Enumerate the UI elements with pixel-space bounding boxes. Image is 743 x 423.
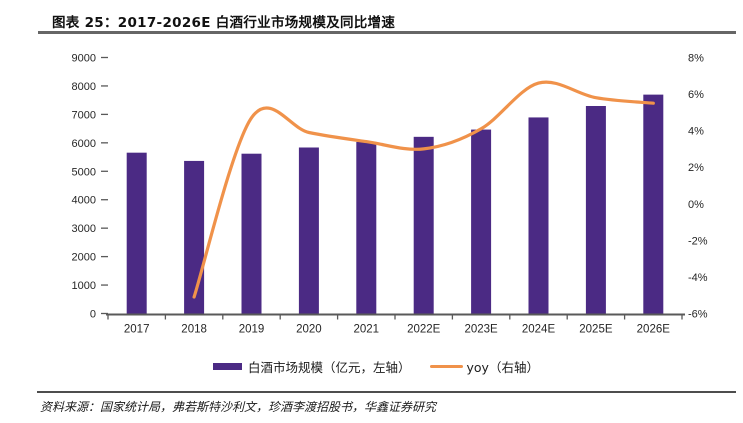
x-axis-label-2022E: 2022E — [407, 324, 441, 336]
source-note: 资料来源：国家统计局，弗若斯特沙利文，珍酒李渡招股书，华鑫证券研究 — [40, 400, 437, 414]
x-axis-label-2025E: 2025E — [579, 324, 613, 336]
line-series-swatch — [429, 365, 463, 368]
right-axis-tick-label: 4% — [688, 126, 704, 138]
chart-title: 图表 25：2017-2026E 白酒行业市场规模及同比增速 — [52, 15, 396, 31]
x-axis-label-2024E: 2024E — [522, 324, 556, 336]
x-axis-label-2023E: 2023E — [464, 324, 498, 336]
left-axis-tick-label: 5000 — [72, 166, 96, 178]
left-axis-tick-label: 2000 — [72, 252, 96, 264]
bar-2017 — [126, 152, 147, 314]
left-axis-tick-label: 9000 — [72, 53, 96, 65]
legend-label-market-size: 白酒市场规模（亿元，左轴） — [248, 360, 411, 375]
bar-2020 — [298, 147, 319, 314]
bar-2025E — [585, 105, 606, 314]
left-axis-tick-label: 4000 — [72, 195, 96, 207]
right-axis-tick-label: 2% — [688, 162, 704, 174]
legend-label-yoy: yoy（右轴） — [466, 360, 539, 375]
legend-item-market-size: 白酒市场规模（亿元，左轴） — [213, 357, 411, 376]
right-axis-tick-label: -4% — [688, 272, 708, 284]
x-axis-label-2018: 2018 — [181, 324, 207, 336]
bar-2024E — [528, 117, 549, 314]
left-axis-tick-label: 8000 — [72, 81, 96, 93]
left-axis-tick-label: 6000 — [72, 138, 96, 150]
left-axis-tick-label: 3000 — [72, 223, 96, 235]
bar-2022E — [413, 136, 434, 314]
chart-legend: 白酒市场规模（亿元，左轴） yoy（右轴） — [213, 357, 539, 376]
bar-2018 — [184, 160, 205, 314]
right-axis-tick-label: 8% — [688, 53, 704, 65]
left-axis-tick-label: 1000 — [72, 280, 96, 292]
footer-divider — [37, 391, 736, 393]
bar-2019 — [241, 153, 262, 314]
right-axis-tick-label: 0% — [688, 199, 704, 211]
bar-2026E — [643, 94, 664, 314]
right-axis-tick-label: -2% — [688, 235, 708, 247]
bar-series-swatch — [213, 363, 242, 370]
right-axis-tick-label: -6% — [688, 309, 708, 321]
yoy-line — [192, 80, 655, 299]
x-axis-label-2017: 2017 — [124, 324, 150, 336]
right-axis-tick-label: 6% — [688, 89, 704, 101]
title-divider — [38, 31, 736, 34]
left-axis-tick-label: 7000 — [72, 109, 96, 121]
x-axis-label-2021: 2021 — [354, 324, 380, 336]
bar-2021 — [356, 141, 377, 314]
bar-2023E — [471, 129, 492, 314]
x-axis-label-2026E: 2026E — [637, 324, 671, 336]
legend-item-yoy: yoy（右轴） — [429, 357, 539, 376]
left-axis-tick-label: 0 — [90, 309, 96, 321]
x-axis-label-2019: 2019 — [239, 324, 265, 336]
x-axis-label-2020: 2020 — [296, 324, 322, 336]
